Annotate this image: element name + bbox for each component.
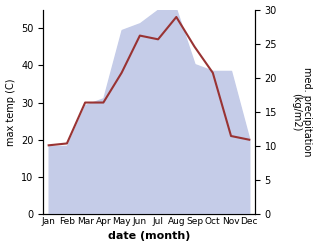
Y-axis label: max temp (C): max temp (C) xyxy=(5,78,16,145)
X-axis label: date (month): date (month) xyxy=(108,231,190,242)
Y-axis label: med. precipitation
(kg/m2): med. precipitation (kg/m2) xyxy=(291,67,313,157)
